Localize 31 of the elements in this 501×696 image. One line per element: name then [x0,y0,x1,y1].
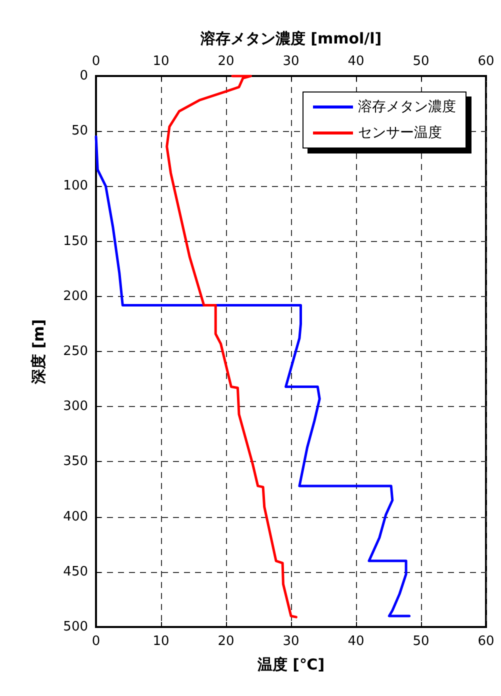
y-tick-label: 50 [71,124,88,139]
x-tick-label: 60 [478,634,494,649]
y-tick-label: 150 [63,234,88,249]
y-axis-title: 深度 [m] [30,319,48,385]
y-tick-label: 450 [63,564,88,580]
line-series [166,74,298,618]
x-tick-label: 20 [218,634,234,649]
x2-tick-label: 30 [282,54,300,69]
x-tick-label: 30 [282,634,300,649]
x-tick-label: 40 [348,634,364,649]
y-tick-label: 400 [63,509,88,524]
y-tick-label: 300 [63,399,88,414]
y-tick-label: 500 [63,620,88,634]
y-tick-label: 200 [63,288,88,304]
x2-tick-label: 50 [412,54,430,69]
x-tick-label: 50 [412,634,430,649]
legend-label: 溶存メタン濃度 [358,99,456,115]
y-tick-label: 100 [63,178,88,194]
x-tick-label: 10 [152,634,170,649]
x2-tick-label: 10 [152,54,170,69]
y-tick-label: 0 [80,68,88,84]
legend-label: センサー温度 [358,125,442,141]
y-tick-label: 250 [63,344,88,359]
x2-tick-label: 60 [478,54,494,69]
x-axis-title: 温度 [℃] [256,656,325,674]
x2-tick-label: 20 [218,54,234,69]
x2-axis-title: 溶存メタン濃度 [mmol/l] [199,30,382,48]
x2-tick-label: 40 [348,54,364,69]
y-tick-label: 350 [63,454,88,470]
x2-tick-label: 0 [92,54,100,69]
x-tick-label: 0 [92,634,100,649]
